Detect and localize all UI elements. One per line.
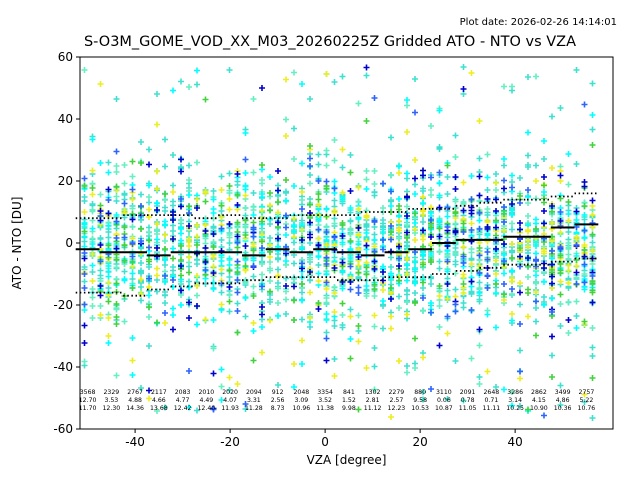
bin-count-row: 2091	[460, 389, 476, 396]
bin-count-row: 1302	[365, 389, 381, 396]
bin-mean-row: 0.78	[461, 397, 475, 404]
bin-stdev-row: 11.05	[459, 405, 477, 412]
bin-mean-row: 3.31	[247, 397, 261, 404]
scatter-series-dark-blue	[81, 64, 596, 412]
bin-count-row: 2329	[103, 389, 119, 396]
bin-count-row: 912	[272, 389, 284, 396]
bin-stdev-row: 11.11	[483, 405, 501, 412]
bin-mean-row: 4.88	[128, 397, 142, 404]
x-tick-label: 40	[508, 435, 523, 449]
bin-mean-row: 3.52	[318, 397, 332, 404]
scatter-series-cyan	[81, 67, 596, 414]
bin-count-row: 2010	[198, 389, 214, 396]
bin-mean-row: 4.66	[152, 397, 166, 404]
bin-count-row: 3110	[436, 389, 452, 396]
bin-mean-row: 4.07	[223, 397, 237, 404]
bin-count-row: 3354	[317, 389, 333, 396]
bin-mean-row: 3.53	[104, 397, 118, 404]
bin-stdev-row: 10.53	[411, 405, 429, 412]
y-tick-label: -40	[53, 360, 73, 374]
bin-mean-row: 3.09	[294, 397, 308, 404]
bin-stdev-row: 10.25	[506, 405, 524, 412]
y-tick-label: -20	[53, 298, 73, 312]
bin-count-row: 2094	[246, 389, 262, 396]
bin-count-row: 880	[414, 389, 426, 396]
bin-stdev-row: 12.42	[174, 405, 192, 412]
bin-count-row: 2757	[579, 389, 595, 396]
bin-mean-row: 4.15	[532, 397, 546, 404]
median-solid-line	[75, 223, 599, 257]
bin-mean-row: 3.14	[508, 397, 522, 404]
bin-mean-row: 2.57	[389, 397, 403, 404]
plot-date-label: Plot date: 2026-02-26 14:14:01	[459, 17, 617, 28]
bin-count-row: 2048	[293, 389, 309, 396]
x-tick-label: -20	[220, 435, 240, 449]
y-tick-label: 60	[58, 50, 73, 64]
bin-stdev-row: 14.36	[126, 405, 144, 412]
bin-count-row: 3499	[555, 389, 571, 396]
bin-stdev-row: 11.70	[79, 405, 97, 412]
bin-stdev-row: 13.68	[150, 405, 168, 412]
chart-title: S-O3M_GOME_VOD_XX_M03_20260225Z Gridded …	[83, 34, 577, 50]
x-tick-label: 0	[321, 435, 329, 449]
bin-stdev-row: 12.30	[102, 405, 120, 412]
scatter-series-aquamarine	[81, 67, 596, 414]
bin-stdev-row: 12.23	[388, 405, 406, 412]
bin-mean-row: 2.56	[271, 397, 285, 404]
bin-mean-row: 2.81	[366, 397, 380, 404]
bin-count-row: 3568	[80, 389, 96, 396]
bin-stdev-row: 10.36	[554, 405, 572, 412]
bin-mean-row: 0.06	[437, 397, 451, 404]
bin-count-row: 2083	[175, 389, 191, 396]
bin-count-row: 2117	[151, 389, 167, 396]
x-tick-label: -40	[125, 435, 145, 449]
bin-stdev-row: 11.28	[245, 405, 263, 412]
bin-stdev-row: 10.90	[530, 405, 548, 412]
y-tick-label: 40	[58, 112, 73, 126]
bin-count-row: 2279	[389, 389, 405, 396]
bin-stdev-row: 10.76	[578, 405, 596, 412]
bin-count-row: 2648	[484, 389, 500, 396]
bin-mean-row: 4.77	[176, 397, 190, 404]
bin-stdev-row: 12.40	[198, 405, 216, 412]
bin-mean-row: 4.86	[556, 397, 570, 404]
bin-stdev-row: 11.38	[316, 405, 334, 412]
bin-stdev-row: 8.73	[271, 405, 285, 412]
bin-count-row: 841	[343, 389, 355, 396]
y-tick-label: 0	[65, 236, 73, 250]
bin-mean-row: 9.58	[413, 397, 427, 404]
bin-count-row: 2862	[531, 389, 547, 396]
bin-mean-row: 4.49	[199, 397, 213, 404]
bin-stdev-row: 11.12	[364, 405, 382, 412]
bin-stdev-row: 9.98	[342, 405, 356, 412]
bin-stdev-row: 11.93	[221, 405, 239, 412]
bin-stdev-row: 10.87	[435, 405, 453, 412]
bin-mean-row: 12.70	[79, 397, 97, 404]
bin-mean-row: 0.71	[484, 397, 498, 404]
bin-mean-row: 1.52	[342, 397, 356, 404]
bin-count-row: 3286	[507, 389, 523, 396]
y-tick-label: 20	[58, 174, 73, 188]
bin-count-row: 2020	[222, 389, 238, 396]
y-tick-label: -60	[53, 422, 73, 436]
bin-stdev-row: 10.96	[293, 405, 311, 412]
bin-count-row: 2767	[127, 389, 143, 396]
bin-mean-row: 5.22	[580, 397, 594, 404]
x-axis-label: VZA [degree]	[306, 453, 387, 467]
x-tick-label: 20	[412, 435, 427, 449]
